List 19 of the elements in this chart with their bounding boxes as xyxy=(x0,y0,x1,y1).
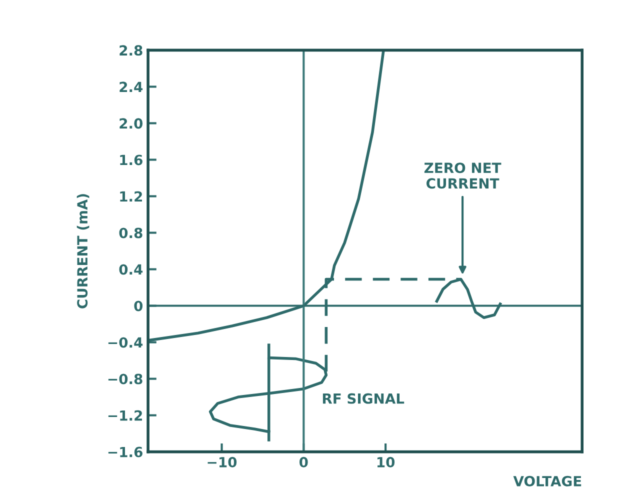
y-tick-label: 2.4 xyxy=(120,82,143,92)
y-tick-label: −1.2 xyxy=(108,410,142,421)
x-tick-label: 0 xyxy=(299,456,308,468)
y-tick-label: −0.8 xyxy=(108,374,142,384)
annotation: RF SIGNAL xyxy=(322,393,404,404)
y-tick-label: 2.0 xyxy=(120,118,143,129)
y-tick-label: 0.8 xyxy=(119,228,142,238)
x-tick-label: −10 xyxy=(208,456,237,468)
y-tick-label: 2.8 xyxy=(120,45,142,56)
y-tick-label: 0.4 xyxy=(119,264,143,275)
annotation: ZERO NET CURRENT xyxy=(424,162,502,189)
y-axis-title: CURRENT (mA) xyxy=(76,194,90,308)
x-axis-title: VOLTAGE xyxy=(513,476,582,486)
y-tick-label: 1.2 xyxy=(120,191,142,202)
y-tick-label: −1.6 xyxy=(108,446,142,458)
x-tick-label: 10 xyxy=(377,456,395,468)
y-tick-label: 0 xyxy=(134,300,143,312)
y-tick-label: 1.6 xyxy=(120,154,142,166)
y-tick-label: −0.4 xyxy=(108,337,143,348)
